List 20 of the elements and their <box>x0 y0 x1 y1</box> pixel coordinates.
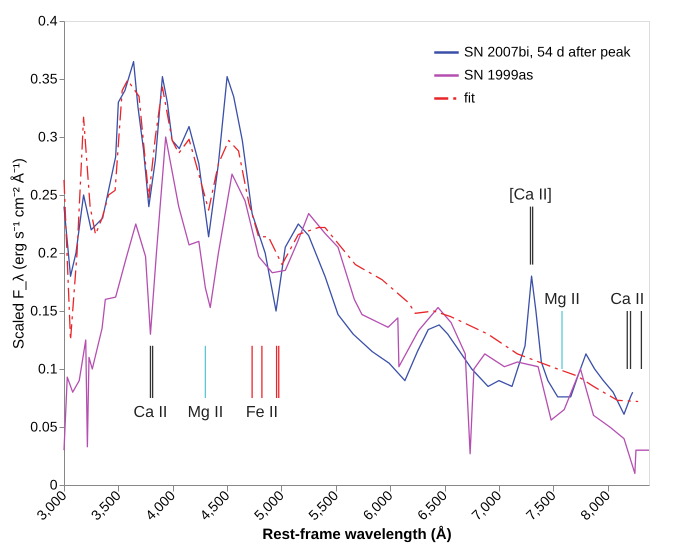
y-tick-label: 0.4 <box>38 12 58 28</box>
y-tick-label: 0 <box>50 476 58 492</box>
y-tick-label: 0.25 <box>30 186 58 202</box>
y-tick-label: 0.1 <box>38 360 58 376</box>
x-axis-title: Rest-frame wavelength (Å) <box>262 525 452 544</box>
legend-label: fit <box>464 90 475 106</box>
y-tick-label: 0.05 <box>30 418 58 434</box>
annotation: Mg II <box>544 291 580 308</box>
y-tick-label: 0.15 <box>30 302 58 318</box>
annotation: Fe II <box>246 404 278 421</box>
annotation: Ca II <box>134 404 168 421</box>
annotation: Ca II <box>610 291 644 308</box>
annotation: Mg II <box>188 404 224 421</box>
y-tick-label: 0.35 <box>30 70 58 86</box>
y-tick-label: 0.3 <box>38 128 58 144</box>
y-axis-title: Scaled F_λ (erg s⁻¹ cm⁻² Å⁻¹) <box>9 158 28 349</box>
y-tick-label: 0.2 <box>38 244 58 260</box>
annotation: [Ca II] <box>509 186 552 204</box>
legend-label: SN 2007bi, 54 d after peak <box>464 44 632 60</box>
legend-label: SN 1999as <box>464 66 534 82</box>
